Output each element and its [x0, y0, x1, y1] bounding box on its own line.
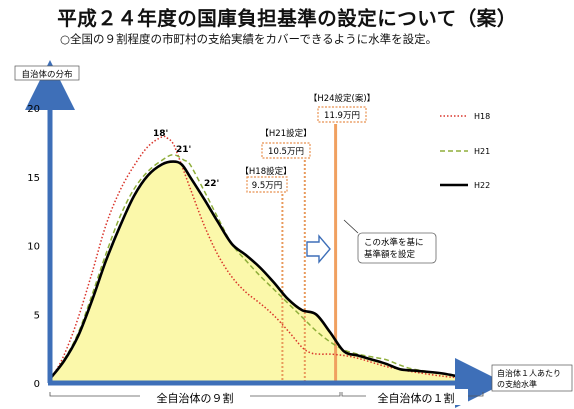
- bracket-90-bg: [140, 389, 250, 405]
- ref-label-h21: 【H21設定】 10.5万円: [260, 128, 312, 159]
- annotation-box: [357, 232, 437, 264]
- annotation-pointer: [343, 219, 359, 234]
- y-tick-label-4: 20: [27, 104, 40, 115]
- annotation-line2: 基準額を設定: [364, 249, 416, 260]
- y-tick-label-3: 15: [27, 173, 40, 184]
- right-arrow-icon: [306, 234, 331, 264]
- range-label-90: 全自治体の９割: [157, 391, 234, 405]
- ref-h24-title: 【H24設定(案)】: [309, 93, 375, 104]
- range-bracket-10: 全自治体の１割: [341, 389, 484, 405]
- bracket-10-bg: [366, 389, 468, 405]
- ref-h21-value-box: [261, 142, 311, 159]
- series-line-h21: [49, 153, 471, 380]
- y-tick-label-0: 0: [34, 379, 40, 390]
- annotation-line1: この水準を基に: [364, 237, 424, 248]
- ref-h18-title: 【H18設定】: [240, 166, 291, 177]
- legend-label-h21: H21: [474, 147, 490, 156]
- peak-label-h21: 21': [176, 145, 191, 155]
- page-title: 平成２４年度の国庫負担基準の設定について（案）: [57, 7, 517, 30]
- legend: H18 H21 H22: [440, 112, 490, 190]
- legend-label-h22: H22: [474, 181, 490, 190]
- ref-label-h18: 【H18設定】 9.5万円: [240, 166, 292, 193]
- ref-h18-value: 9.5万円: [252, 181, 283, 191]
- range-bracket-90: 全自治体の９割: [49, 389, 341, 405]
- peak-label-h22: 22': [204, 179, 219, 189]
- ref-h24-value: 11.9万円: [324, 111, 360, 121]
- ref-label-h24: 【H24設定(案)】 11.9万円: [309, 93, 375, 123]
- x-axis-label-line2: の支給水準: [497, 379, 537, 389]
- ref-h18-value-box: [246, 176, 288, 193]
- peak-label-h18: 18': [153, 129, 168, 139]
- ref-h21-value: 10.5万円: [268, 147, 304, 157]
- x-axis-label-box: [491, 364, 573, 392]
- range-label-10: 全自治体の１割: [378, 391, 455, 405]
- y-tick-label-2: 10: [27, 242, 40, 253]
- ref-h24-value-box: [317, 106, 367, 123]
- page-subtitle: ○全国の９割程度の市町村の支給実績をカバーできるように水準を設定。: [60, 32, 438, 46]
- x-axis-label-line1: 自治体１人あたり: [497, 368, 561, 378]
- series-line-h18: [49, 135, 471, 380]
- y-axis-label: 自治体の分布: [21, 69, 72, 80]
- series-line-h22: [48, 160, 471, 381]
- area-fill-h22: [50, 161, 470, 383]
- ref-h21-title: 【H21設定】: [260, 128, 311, 139]
- y-axis-label-box: [14, 65, 80, 81]
- y-tick-label-1: 5: [34, 310, 40, 321]
- legend-label-h18: H18: [474, 112, 490, 121]
